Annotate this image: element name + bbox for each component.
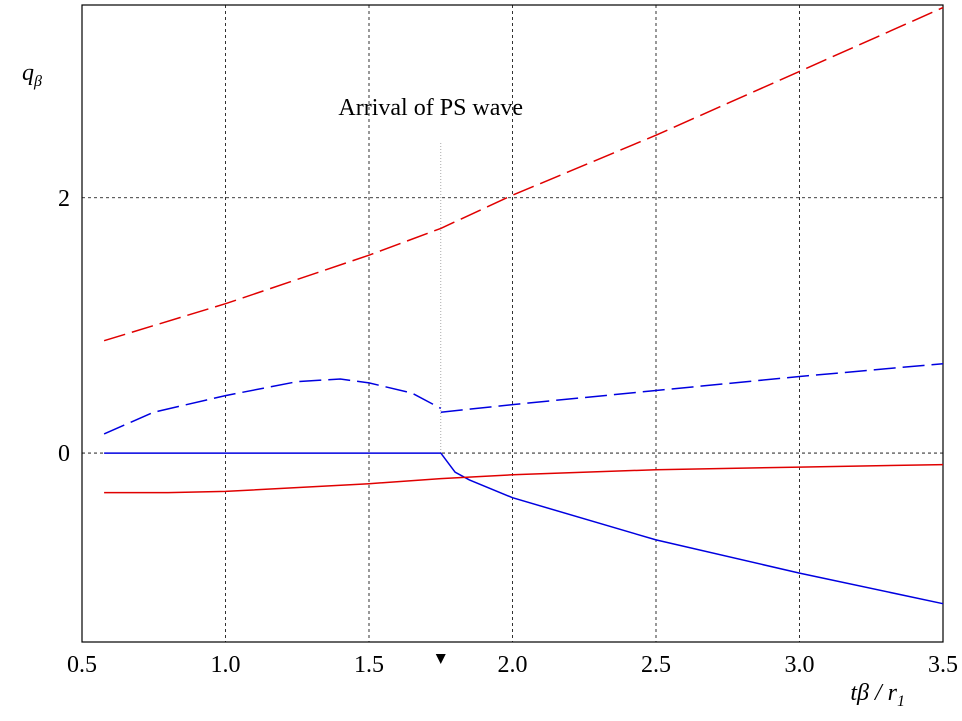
x-tick-label: 2.0 [498,652,528,678]
y-axis-label: qβ [22,60,42,90]
y-tick-label: 2 [58,186,70,212]
x-tick-label: 1.0 [211,652,241,678]
series-line [104,452,944,605]
x-tick-label: 2.5 [641,652,671,678]
x-tick-label: 3.5 [928,652,958,678]
series-line [103,6,944,342]
x-tick-label: 3.0 [785,652,815,678]
annotation: Arrival of PS wave [338,95,523,121]
annotation-arrow [435,654,446,664]
x-tick-label: 0.5 [67,652,97,678]
series-line [104,463,944,494]
series-line [103,362,944,435]
x-tick-label: 1.5 [354,652,384,678]
y-tick-label: 0 [58,441,70,467]
x-axis-label: tβ / r1 [850,680,905,710]
